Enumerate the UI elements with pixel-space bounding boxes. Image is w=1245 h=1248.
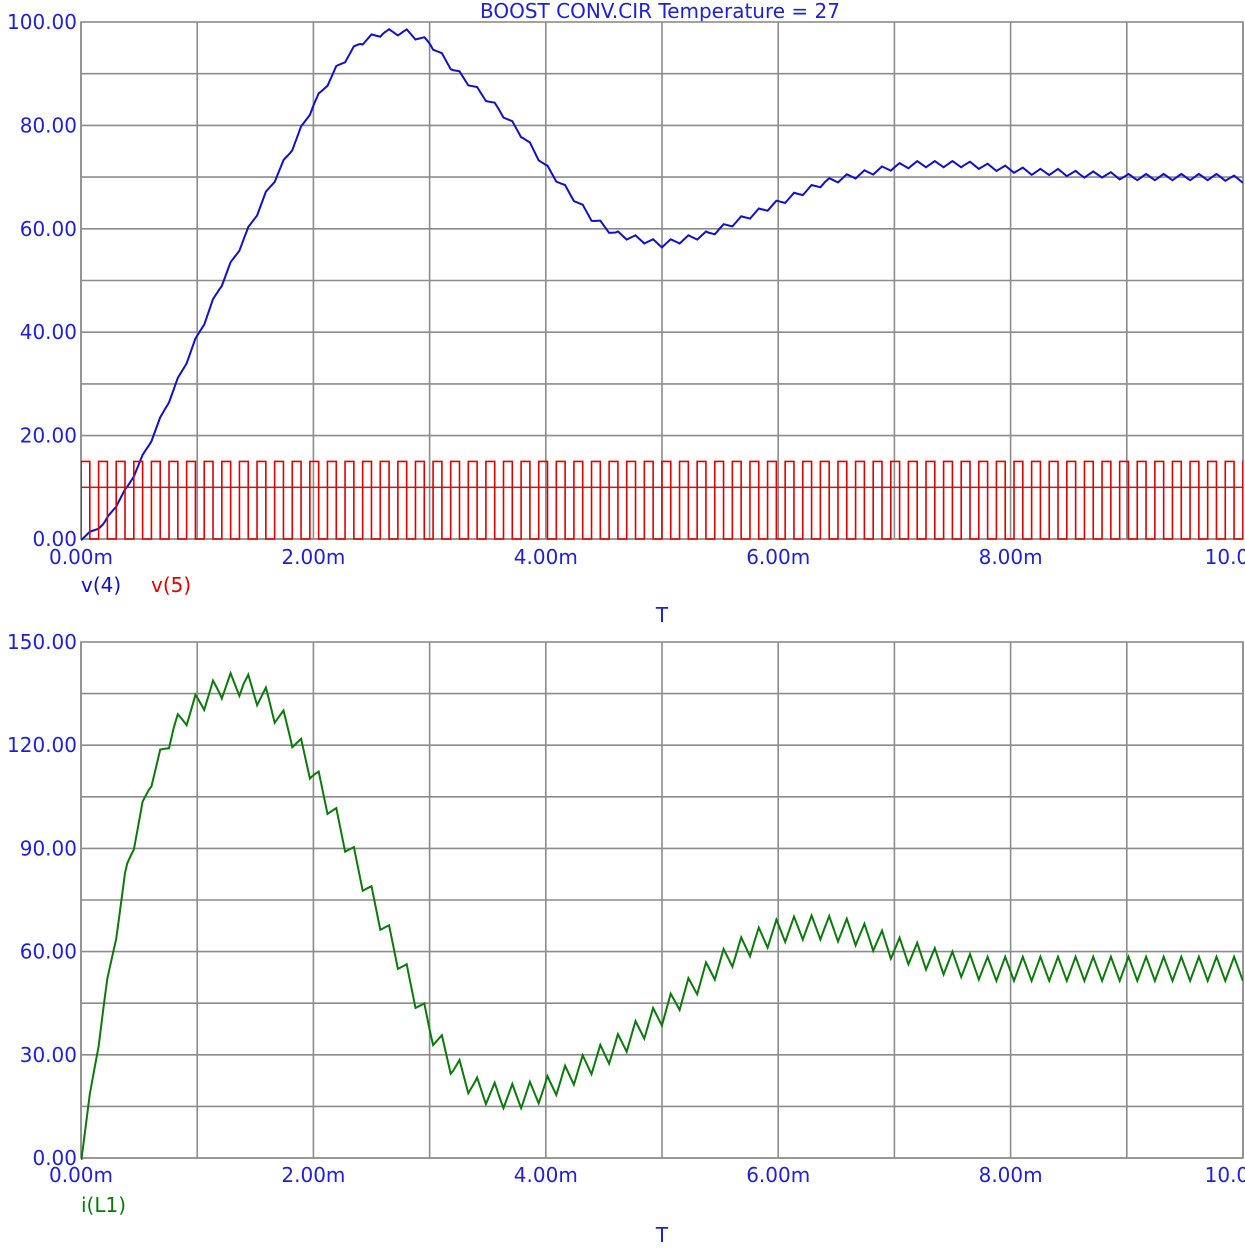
chart-title: BOOST CONV.CIR Temperature = 27 xyxy=(480,0,840,23)
x-tick-label: 6.00m xyxy=(746,545,810,569)
legend-entry: v(4) xyxy=(81,573,121,597)
x-tick-label: 8.00m xyxy=(979,545,1043,569)
series-line-v5-pulse xyxy=(81,460,1243,540)
y-tick-label: 0.00 xyxy=(32,1146,77,1170)
x-tick-label: 4.00m xyxy=(514,1163,578,1187)
plot-frame xyxy=(80,641,1244,1159)
y-tick-label: 60.00 xyxy=(20,940,77,964)
x-axis-label: T xyxy=(655,1223,669,1247)
y-tick-label: 20.00 xyxy=(20,424,77,448)
x-tick-label: 2.00m xyxy=(281,545,345,569)
x-tick-label: 0.00m xyxy=(49,1163,113,1187)
x-tick-label: 10.00m xyxy=(1205,545,1245,569)
legend-entry: v(5) xyxy=(151,573,191,597)
y-tick-label: 120.00 xyxy=(7,733,77,757)
y-tick-label: 150.00 xyxy=(7,630,77,654)
x-tick-label: 10.00m xyxy=(1205,1163,1245,1187)
x-tick-label: 8.00m xyxy=(979,1163,1043,1187)
x-tick-label: 4.00m xyxy=(514,545,578,569)
x-tick-label: 6.00m xyxy=(746,1163,810,1187)
y-tick-label: 0.00 xyxy=(32,527,77,551)
y-tick-label: 100.00 xyxy=(7,10,77,34)
x-tick-label: 0.00m xyxy=(49,545,113,569)
series-line-il1 xyxy=(81,670,1243,1160)
lower-plot-current: 0.00 30.00 60.00 90.00 120.00 150.00 0.00m 2.00… xyxy=(7,630,1245,1247)
legend-entry: i(L1) xyxy=(81,1193,126,1217)
y-tick-label: 80.00 xyxy=(20,113,77,137)
upper-plot-voltage: 0.00 20.00 40.00 60.00 80.00 100.00 0.00m 2.00m… xyxy=(7,10,1245,627)
y-tick-label: 40.00 xyxy=(20,320,77,344)
series-line-v4 xyxy=(81,27,1243,541)
y-tick-label: 60.00 xyxy=(20,217,77,241)
x-tick-label: 2.00m xyxy=(281,1163,345,1187)
x-axis-label: T xyxy=(655,603,669,627)
y-tick-label: 90.00 xyxy=(20,836,77,860)
y-tick-label: 30.00 xyxy=(20,1043,77,1067)
